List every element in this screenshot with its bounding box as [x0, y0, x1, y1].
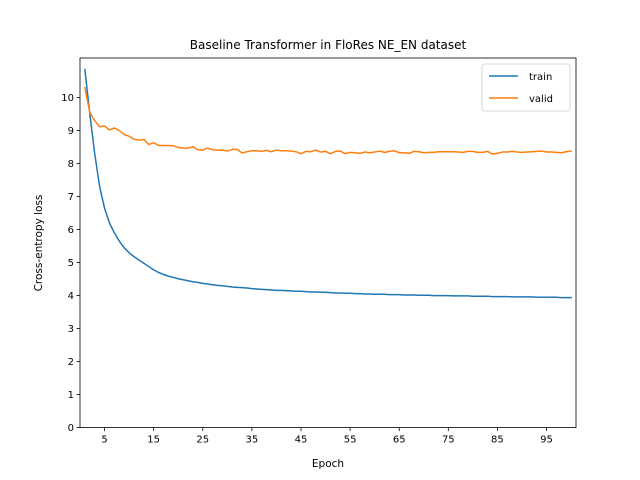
y-tick-label: 5 [68, 258, 74, 269]
y-tick-label: 0 [68, 423, 74, 434]
y-tick-label: 8 [68, 159, 74, 170]
x-tick-label: 75 [442, 435, 455, 446]
x-tick-label: 45 [295, 435, 308, 446]
y-tick-label: 6 [68, 225, 74, 236]
y-axis-label: Cross-entropy loss [33, 195, 45, 292]
x-tick-label: 65 [393, 435, 406, 446]
y-tick-label: 7 [68, 192, 74, 203]
y-tick-label: 10 [61, 93, 74, 104]
y-tick-label: 2 [68, 357, 74, 368]
series-layer [84, 68, 572, 299]
legend: train valid [481, 63, 571, 112]
x-tick-label: 85 [491, 435, 504, 446]
x-tick-label: 55 [344, 435, 357, 446]
legend-label-train: train [529, 72, 552, 83]
series-line-valid [84, 86, 572, 155]
x-tick-label: 95 [540, 435, 553, 446]
x-axis-label: Epoch [312, 458, 344, 470]
x-axis: 5 15 25 35 45 55 65 75 85 95 [101, 427, 553, 446]
x-tick-label: 5 [101, 435, 107, 446]
legend-label-valid: valid [529, 94, 553, 105]
y-axis: 0 1 2 3 4 5 6 7 8 9 10 [61, 93, 80, 434]
legend-box [481, 63, 571, 112]
chart-title: Baseline Transformer in FloRes NE_EN dat… [190, 38, 467, 52]
series-line-train [84, 68, 572, 299]
y-tick-label: 1 [68, 390, 74, 401]
y-tick-label: 4 [68, 291, 74, 302]
y-tick-label: 9 [68, 126, 74, 137]
plot-frame [79, 57, 577, 429]
x-tick-label: 15 [147, 435, 160, 446]
y-tick-label: 3 [68, 324, 74, 335]
x-tick-label: 25 [196, 435, 209, 446]
x-tick-label: 35 [246, 435, 259, 446]
